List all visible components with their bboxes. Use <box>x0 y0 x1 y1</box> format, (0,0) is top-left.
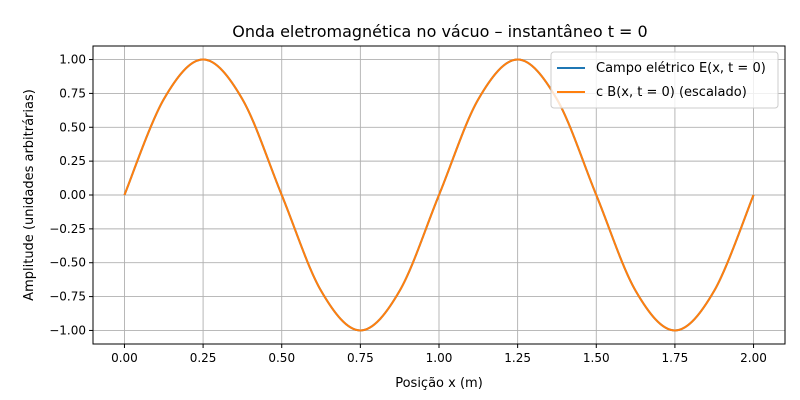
y-tick-label: 1.00 <box>59 53 86 67</box>
x-axis-label: Posição x (m) <box>395 376 483 391</box>
tick-layer: 0.00 0.25 0.50 0.75 1.00 1.25 1.50 1.75 2.00 1.00… <box>49 53 767 365</box>
y-tick-label: −1.00 <box>49 323 86 337</box>
legend-box <box>550 51 779 109</box>
y-tick-label: −0.50 <box>49 256 86 270</box>
y-axis-label: Amplitude (unidades arbitrárias) <box>22 89 37 301</box>
x-tick-label: 1.50 <box>583 351 610 365</box>
x-tick-label: 1.25 <box>504 351 531 365</box>
y-tick-label: 0.00 <box>59 188 86 202</box>
series-layer <box>123 58 755 332</box>
x-tick-label: 2.00 <box>740 351 767 365</box>
chart-title: Onda eletromagnética no vácuo – instantâ… <box>232 22 647 41</box>
series-line-1 <box>123 58 755 332</box>
legend: Campo elétrico E(x, t = 0) c B(x, t = 0) … <box>550 51 779 109</box>
y-tick-label: 0.75 <box>59 86 86 100</box>
x-tick-label: 0.50 <box>268 351 295 365</box>
x-tick-label: 1.75 <box>662 351 689 365</box>
x-tick-label: 1.00 <box>426 351 453 365</box>
legend-label-1: c B(x, t = 0) (escalado) <box>596 85 747 100</box>
x-tick-label: 0.75 <box>347 351 374 365</box>
x-tick-label: 0.25 <box>190 351 217 365</box>
y-tick-label: 0.50 <box>59 120 86 134</box>
y-tick-label: 0.25 <box>59 154 86 168</box>
legend-label-0: Campo elétrico E(x, t = 0) <box>596 61 766 76</box>
y-tick-label: −0.75 <box>49 290 86 304</box>
y-tick-label: −0.25 <box>49 222 86 236</box>
x-tick-label: 0.00 <box>111 351 138 365</box>
